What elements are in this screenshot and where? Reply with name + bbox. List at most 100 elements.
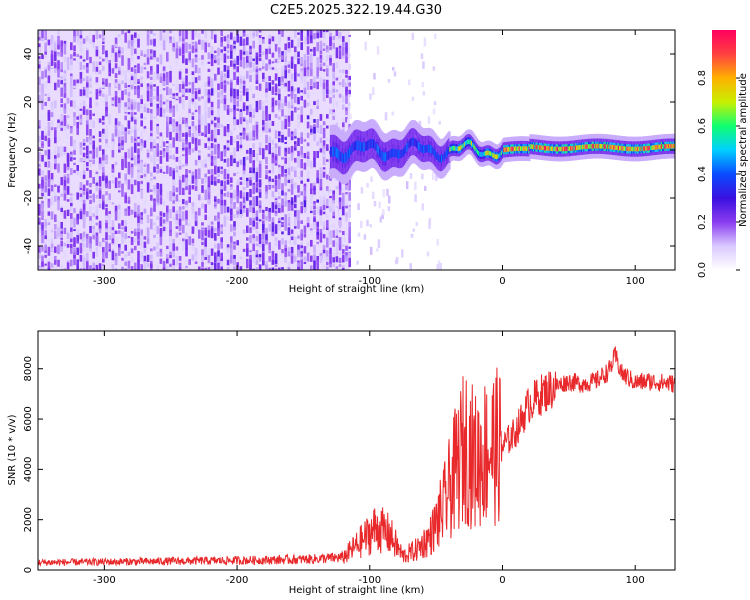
noise-cell	[156, 216, 159, 221]
noise-cell	[230, 50, 233, 59]
noise-cell	[204, 214, 207, 221]
noise-cell	[92, 177, 95, 184]
noise-cell	[201, 241, 204, 246]
noise-cell	[38, 152, 41, 162]
noise-cell	[54, 214, 57, 222]
noise-cell	[300, 245, 303, 251]
noise-cell	[322, 121, 326, 126]
noise-cell	[274, 198, 278, 201]
noise-cell	[143, 50, 147, 56]
noise-cell	[297, 32, 300, 35]
noise-cell	[297, 150, 300, 157]
noise-cell	[172, 216, 175, 220]
noise-cell	[220, 37, 223, 47]
noise-cell	[376, 248, 379, 252]
noise-cell	[191, 71, 195, 76]
noise-cell	[207, 230, 211, 238]
noise-cell	[433, 33, 437, 40]
noise-cell	[274, 268, 278, 270]
noise-cell	[169, 94, 172, 97]
y-tick-label: 40	[23, 48, 34, 61]
noise-cell	[50, 70, 54, 78]
noise-cell	[258, 53, 262, 58]
noise-cell	[124, 82, 127, 86]
noise-cell	[322, 37, 326, 43]
noise-cell	[246, 124, 249, 131]
noise-cell	[95, 82, 99, 85]
noise-cell	[306, 121, 310, 129]
noise-cell	[322, 240, 326, 248]
noise-cell	[300, 90, 303, 93]
noise-cell	[300, 191, 303, 196]
noise-cell	[287, 101, 291, 109]
noise-cell	[194, 140, 198, 146]
noise-cell	[377, 239, 381, 248]
noise-cell	[239, 78, 243, 84]
noise-cell	[194, 125, 198, 135]
noise-cell	[92, 193, 95, 203]
noise-cell	[60, 107, 63, 118]
noise-cell	[262, 209, 265, 214]
noise-cell	[335, 89, 339, 93]
noise-cell	[140, 52, 143, 57]
noise-cell	[102, 90, 105, 97]
noise-cell	[38, 113, 41, 119]
noise-cell	[124, 268, 127, 270]
noise-cell	[310, 39, 313, 44]
noise-cell	[44, 81, 47, 89]
noise-cell	[418, 120, 422, 129]
noise-cell	[188, 170, 191, 174]
noise-cell	[38, 210, 41, 216]
noise-cell	[223, 149, 227, 157]
noise-cell	[166, 253, 169, 260]
noise-cell	[204, 133, 207, 138]
noise-cell	[140, 235, 143, 246]
noise-cell	[188, 133, 191, 136]
noise-cell	[226, 206, 230, 213]
noise-cell	[111, 48, 115, 58]
noise-cell	[178, 199, 182, 202]
noise-cell	[54, 130, 57, 142]
noise-cell	[127, 120, 131, 129]
noise-cell	[214, 243, 217, 247]
noise-cell	[105, 139, 108, 148]
noise-cell	[242, 32, 246, 37]
noise-cell	[150, 178, 153, 183]
noise-cell	[268, 82, 271, 91]
noise-cell	[386, 188, 389, 197]
noise-cell	[236, 89, 239, 98]
noise-cell	[265, 105, 268, 115]
noise-cell	[50, 127, 54, 131]
noise-cell	[335, 35, 339, 40]
noise-cell	[153, 139, 156, 148]
noise-cell	[150, 172, 153, 177]
noise-cell	[63, 118, 67, 129]
noise-cell	[271, 80, 275, 85]
noise-cell	[249, 38, 252, 42]
noise-cell	[239, 84, 243, 90]
noise-cell	[108, 226, 111, 234]
noise-cell	[423, 37, 427, 47]
noise-cell	[169, 117, 172, 125]
noise-cell	[326, 64, 329, 68]
noise-cell	[284, 169, 287, 174]
noise-cell	[146, 137, 150, 143]
noise-cell	[290, 204, 294, 210]
noise-cell	[66, 128, 70, 135]
noise-cell	[226, 55, 230, 59]
noise-cell	[82, 174, 86, 179]
noise-cell	[198, 266, 201, 270]
noise-cell	[262, 36, 265, 40]
noise-cell	[105, 159, 108, 163]
noise-cell	[172, 161, 175, 173]
noise-cell	[252, 73, 255, 81]
noise-cell	[427, 116, 431, 124]
noise-cell	[70, 100, 73, 108]
noise-cell	[185, 75, 188, 81]
noise-cell	[220, 52, 223, 61]
noise-cell	[60, 265, 63, 270]
noise-cell	[70, 196, 73, 202]
noise-cell	[313, 101, 316, 105]
noise-cell	[143, 140, 147, 148]
noise-cell	[146, 33, 150, 41]
